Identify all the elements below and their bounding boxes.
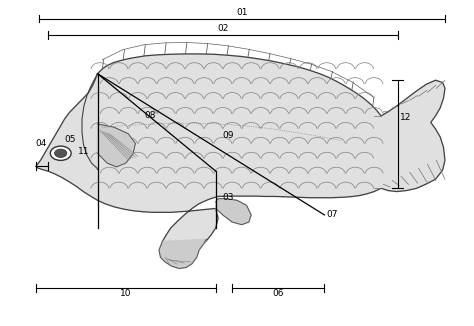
Text: 11: 11 (78, 147, 90, 156)
Circle shape (55, 149, 67, 157)
Polygon shape (98, 124, 136, 167)
Polygon shape (159, 239, 206, 269)
Text: 04: 04 (35, 140, 46, 148)
Text: 07: 07 (327, 210, 338, 219)
Text: 09: 09 (222, 131, 233, 140)
Text: 06: 06 (273, 289, 284, 298)
Text: 10: 10 (120, 289, 132, 298)
Text: 08: 08 (145, 111, 156, 120)
Text: 05: 05 (64, 135, 76, 144)
Text: 03: 03 (222, 193, 233, 201)
Text: 02: 02 (217, 24, 228, 33)
Text: 12: 12 (400, 113, 411, 122)
Text: 01: 01 (236, 7, 247, 17)
Circle shape (50, 146, 71, 160)
Polygon shape (216, 199, 251, 225)
Polygon shape (36, 54, 445, 256)
